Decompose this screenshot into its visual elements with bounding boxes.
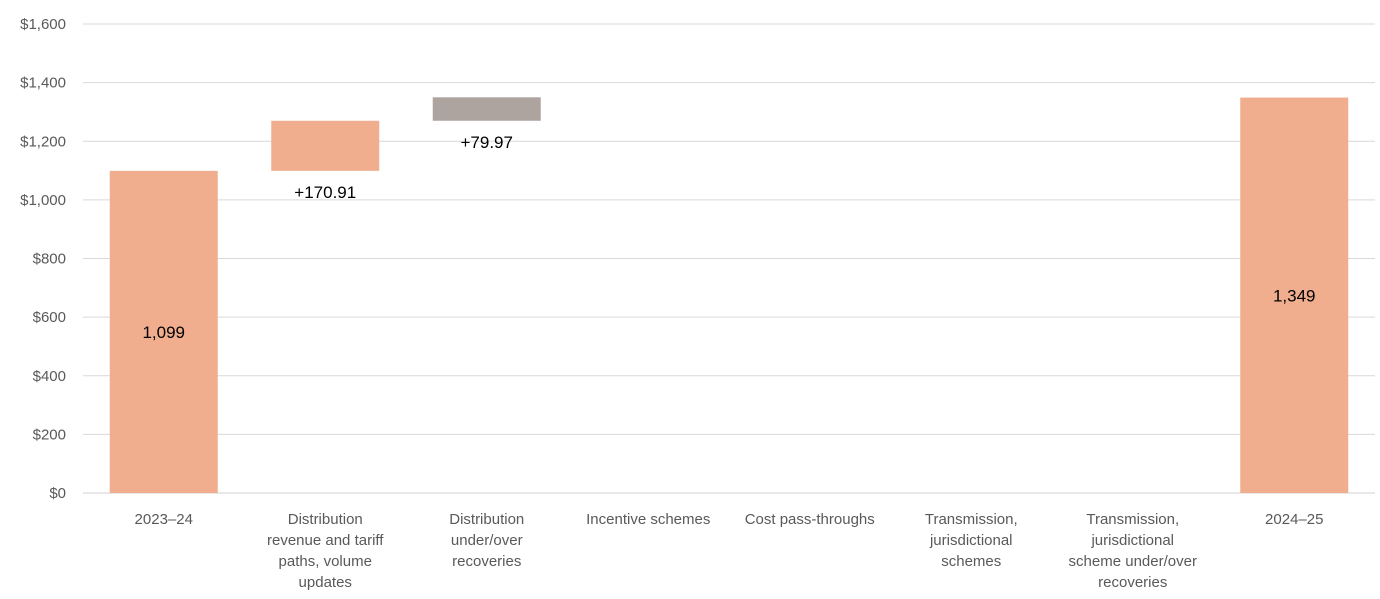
category-label-line: scheme under/over: [1069, 553, 1197, 570]
category-label: Incentive schemes: [586, 511, 710, 528]
data-label: 1,099: [142, 323, 185, 342]
category-label-line: under/over: [451, 532, 523, 549]
y-tick-label: $600: [33, 309, 66, 326]
category-label-line: recoveries: [1098, 574, 1167, 591]
y-tick-label: $1,600: [20, 16, 66, 33]
category-label-line: Transmission,: [925, 511, 1018, 528]
gridlines: [83, 24, 1375, 493]
y-tick-label: $800: [33, 251, 66, 268]
y-tick-label: $1,400: [20, 75, 66, 92]
category-label-line: recoveries: [452, 553, 521, 570]
y-tick-label: $200: [33, 426, 66, 443]
category-label-line: revenue and tariff: [267, 532, 384, 549]
category-label-line: Cost pass-throughs: [745, 511, 875, 528]
category-label: Distribution revenue and tariff paths, vol…: [267, 511, 384, 591]
category-label: Distribution under/over recoveries: [449, 511, 524, 570]
bars: [110, 97, 1349, 493]
y-tick-label: $1,000: [20, 192, 66, 209]
category-label: 2023–24: [135, 511, 193, 528]
category-label-line: jurisdictional: [929, 532, 1013, 549]
category-label-line: Transmission,: [1086, 511, 1179, 528]
category-label-line: 2023–24: [135, 511, 193, 528]
category-label-line: 2024–25: [1265, 511, 1323, 528]
data-label: +79.97: [461, 133, 513, 152]
data-label: +170.91: [294, 183, 356, 202]
category-label-line: Distribution: [288, 511, 363, 528]
category-label-line: Distribution: [449, 511, 524, 528]
y-axis-tick-labels: $0 $200 $400 $600 $800 $1,000 $1,200 $1,400 $1,6…: [20, 16, 66, 502]
category-label-line: schemes: [941, 553, 1001, 570]
increment-bar: [433, 97, 541, 120]
category-label-line: updates: [299, 574, 352, 591]
category-label: Transmission, jurisdictional schemes: [925, 511, 1018, 570]
y-tick-label: $1,200: [20, 133, 66, 150]
category-label: Cost pass-throughs: [745, 511, 875, 528]
category-label-line: Incentive schemes: [586, 511, 710, 528]
category-label: 2024–25: [1265, 511, 1323, 528]
category-label-line: paths, volume: [279, 553, 372, 570]
category-label-line: jurisdictional: [1090, 532, 1174, 549]
y-tick-label: $0: [49, 485, 66, 502]
category-label: Transmission, jurisdictional scheme under/…: [1069, 511, 1197, 591]
increment-bar: [271, 121, 379, 171]
y-tick-label: $400: [33, 368, 66, 385]
data-label: 1,349: [1273, 286, 1316, 305]
x-axis-category-labels: 2023–24 Distribution revenue and tariff pat…: [135, 511, 1324, 591]
